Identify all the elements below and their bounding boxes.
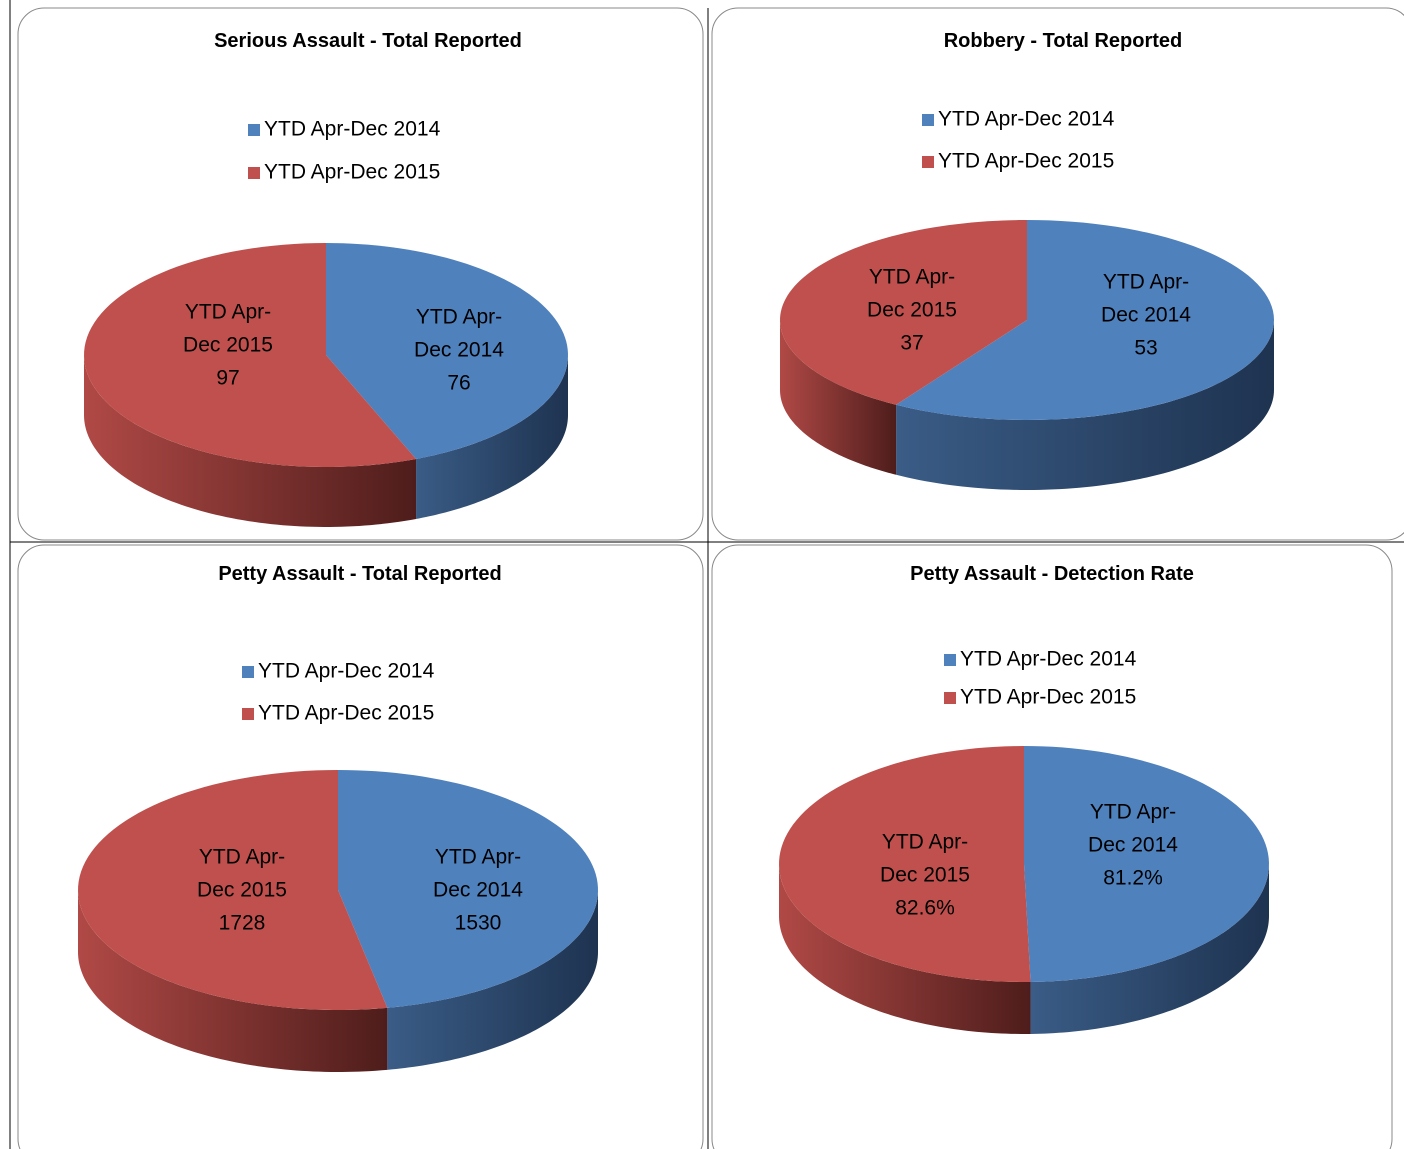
data-label-value: 1728 bbox=[218, 911, 266, 935]
data-label-category: YTD Apr-Dec 2014 bbox=[1101, 270, 1191, 327]
legend-swatch bbox=[944, 654, 956, 666]
chart-title: Serious Assault - Total Reported bbox=[214, 30, 522, 52]
slice bbox=[780, 220, 1027, 405]
data-label-value: 97 bbox=[216, 366, 240, 390]
slice-side bbox=[779, 864, 1031, 1034]
legend-label: YTD Apr-Dec 2014 bbox=[960, 648, 1137, 671]
legend-label: YTD Apr-Dec 2014 bbox=[938, 108, 1115, 131]
data-label-category: YTD Apr-Dec 2015 bbox=[197, 845, 287, 902]
data-label-value: 1530 bbox=[454, 911, 502, 935]
slice-side bbox=[780, 320, 897, 475]
data-label: YTD Apr-Dec 2014 76 bbox=[399, 301, 519, 400]
data-label-category: YTD Apr-Dec 2014 bbox=[414, 305, 504, 362]
slice-side bbox=[1030, 864, 1269, 1034]
data-label: YTD Apr-Dec 2015 1728 bbox=[182, 841, 302, 940]
data-label-value: 53 bbox=[1134, 336, 1158, 360]
legend-swatch bbox=[248, 167, 260, 179]
data-label: YTD Apr-Dec 2014 81.2% bbox=[1073, 796, 1193, 895]
legend-label: YTD Apr-Dec 2015 bbox=[264, 161, 440, 184]
data-label-category: YTD Apr-Dec 2015 bbox=[880, 830, 970, 887]
slice bbox=[1024, 746, 1269, 982]
slice bbox=[338, 770, 598, 1008]
slice-side bbox=[78, 890, 388, 1072]
chart-title: Robbery - Total Reported bbox=[944, 30, 1183, 52]
data-label: YTD Apr-Dec 2015 97 bbox=[168, 296, 288, 395]
slice-side bbox=[416, 355, 568, 519]
data-label-value: 37 bbox=[900, 331, 924, 355]
slice-side bbox=[84, 355, 417, 527]
legend-label: YTD Apr-Dec 2014 bbox=[258, 660, 435, 683]
legend-label: YTD Apr-Dec 2015 bbox=[960, 686, 1136, 709]
legend-label: YTD Apr-Dec 2015 bbox=[258, 702, 434, 725]
legend-swatch bbox=[242, 708, 254, 720]
data-label: YTD Apr-Dec 2014 53 bbox=[1086, 266, 1206, 365]
legend-swatch bbox=[922, 156, 934, 168]
slice-side bbox=[896, 320, 1274, 490]
data-label: YTD Apr-Dec 2015 37 bbox=[852, 261, 972, 360]
legend-swatch bbox=[922, 114, 934, 126]
data-label: YTD Apr-Dec 2014 1530 bbox=[418, 841, 538, 940]
slice bbox=[896, 220, 1274, 420]
slice bbox=[326, 243, 568, 459]
data-label-category: YTD Apr-Dec 2015 bbox=[183, 300, 273, 357]
slice bbox=[78, 770, 388, 1010]
slice bbox=[84, 243, 417, 467]
data-label-category: YTD Apr-Dec 2014 bbox=[1088, 800, 1178, 857]
data-label-category: YTD Apr-Dec 2014 bbox=[433, 845, 523, 902]
legend-swatch bbox=[944, 692, 956, 704]
data-label-value: 81.2% bbox=[1103, 866, 1163, 890]
chart-title: Petty Assault - Total Reported bbox=[218, 563, 501, 585]
data-label-value: 76 bbox=[447, 371, 471, 395]
legend-swatch bbox=[248, 124, 260, 136]
slice bbox=[779, 746, 1031, 982]
legend-swatch bbox=[242, 666, 254, 678]
legend-label: YTD Apr-Dec 2014 bbox=[264, 118, 441, 141]
legend-label: YTD Apr-Dec 2015 bbox=[938, 150, 1114, 173]
data-label: YTD Apr-Dec 2015 82.6% bbox=[865, 826, 985, 925]
slice-side bbox=[387, 890, 598, 1070]
chart-title: Petty Assault - Detection Rate bbox=[910, 563, 1194, 585]
data-label-category: YTD Apr-Dec 2015 bbox=[867, 265, 957, 322]
data-label-value: 82.6% bbox=[895, 896, 955, 920]
